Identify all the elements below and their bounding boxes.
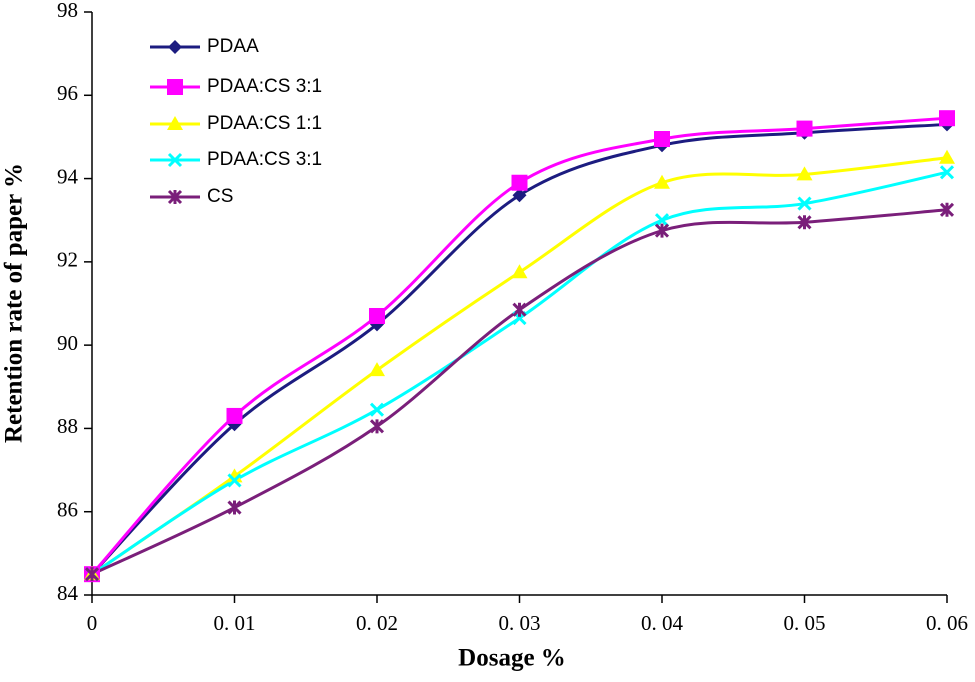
x-tick-label: 0. 02 xyxy=(356,611,398,635)
marker xyxy=(797,196,812,211)
marker xyxy=(939,110,955,127)
x-tick-label: 0. 01 xyxy=(214,611,256,635)
x-tick-label: 0. 03 xyxy=(499,611,541,635)
x-tick-label: 0 xyxy=(87,611,98,635)
marker xyxy=(369,419,385,434)
legend-label: CS xyxy=(207,186,233,207)
marker xyxy=(369,362,385,377)
x-axis-title: Dosage % xyxy=(458,645,566,672)
marker xyxy=(167,79,183,95)
marker xyxy=(226,468,243,483)
marker xyxy=(511,174,528,191)
marker xyxy=(227,500,242,515)
y-tick-label: 86 xyxy=(57,498,78,522)
marker xyxy=(227,473,242,488)
marker xyxy=(939,202,955,217)
x-tick-label: 0. 06 xyxy=(926,611,968,635)
marker xyxy=(369,307,385,324)
marker xyxy=(84,567,100,582)
legend-label: PDAA:CS 3:1 xyxy=(207,76,322,97)
y-tick-label: 90 xyxy=(57,331,78,355)
marker xyxy=(796,120,813,137)
y-tick-label: 92 xyxy=(57,248,78,272)
marker xyxy=(512,188,527,203)
y-tick-label: 98 xyxy=(57,0,78,22)
y-tick-label: 96 xyxy=(57,81,78,105)
legend-label: PDAA xyxy=(207,36,259,57)
legend-label: PDAA:CS 3:1 xyxy=(207,149,322,170)
y-tick-label: 84 xyxy=(57,581,79,605)
marker xyxy=(939,165,955,180)
marker xyxy=(796,166,813,181)
marker xyxy=(168,40,182,54)
marker xyxy=(226,407,243,424)
marker xyxy=(369,402,385,417)
legend-label: PDAA:CS 1:1 xyxy=(207,113,322,134)
marker xyxy=(512,302,527,317)
marker xyxy=(654,213,670,228)
marker xyxy=(939,149,955,164)
marker xyxy=(167,152,183,168)
marker xyxy=(654,223,670,238)
y-tick-label: 88 xyxy=(57,414,78,438)
y-axis-title: Retention rate of paper % xyxy=(1,163,28,443)
marker xyxy=(797,215,812,230)
marker xyxy=(654,131,670,148)
marker xyxy=(654,174,670,189)
marker xyxy=(167,116,183,130)
marker xyxy=(511,264,528,279)
y-tick-label: 94 xyxy=(57,164,79,188)
marker xyxy=(167,189,183,205)
x-tick-label: 0. 04 xyxy=(641,611,684,635)
x-tick-label: 0. 05 xyxy=(784,611,826,635)
